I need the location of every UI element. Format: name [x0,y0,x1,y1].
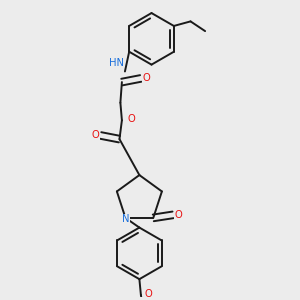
Text: N: N [122,214,129,224]
Text: O: O [144,289,152,299]
Text: O: O [175,210,182,220]
Text: O: O [142,74,150,83]
Text: HN: HN [109,58,124,68]
Text: O: O [91,130,99,140]
Text: O: O [127,114,135,124]
